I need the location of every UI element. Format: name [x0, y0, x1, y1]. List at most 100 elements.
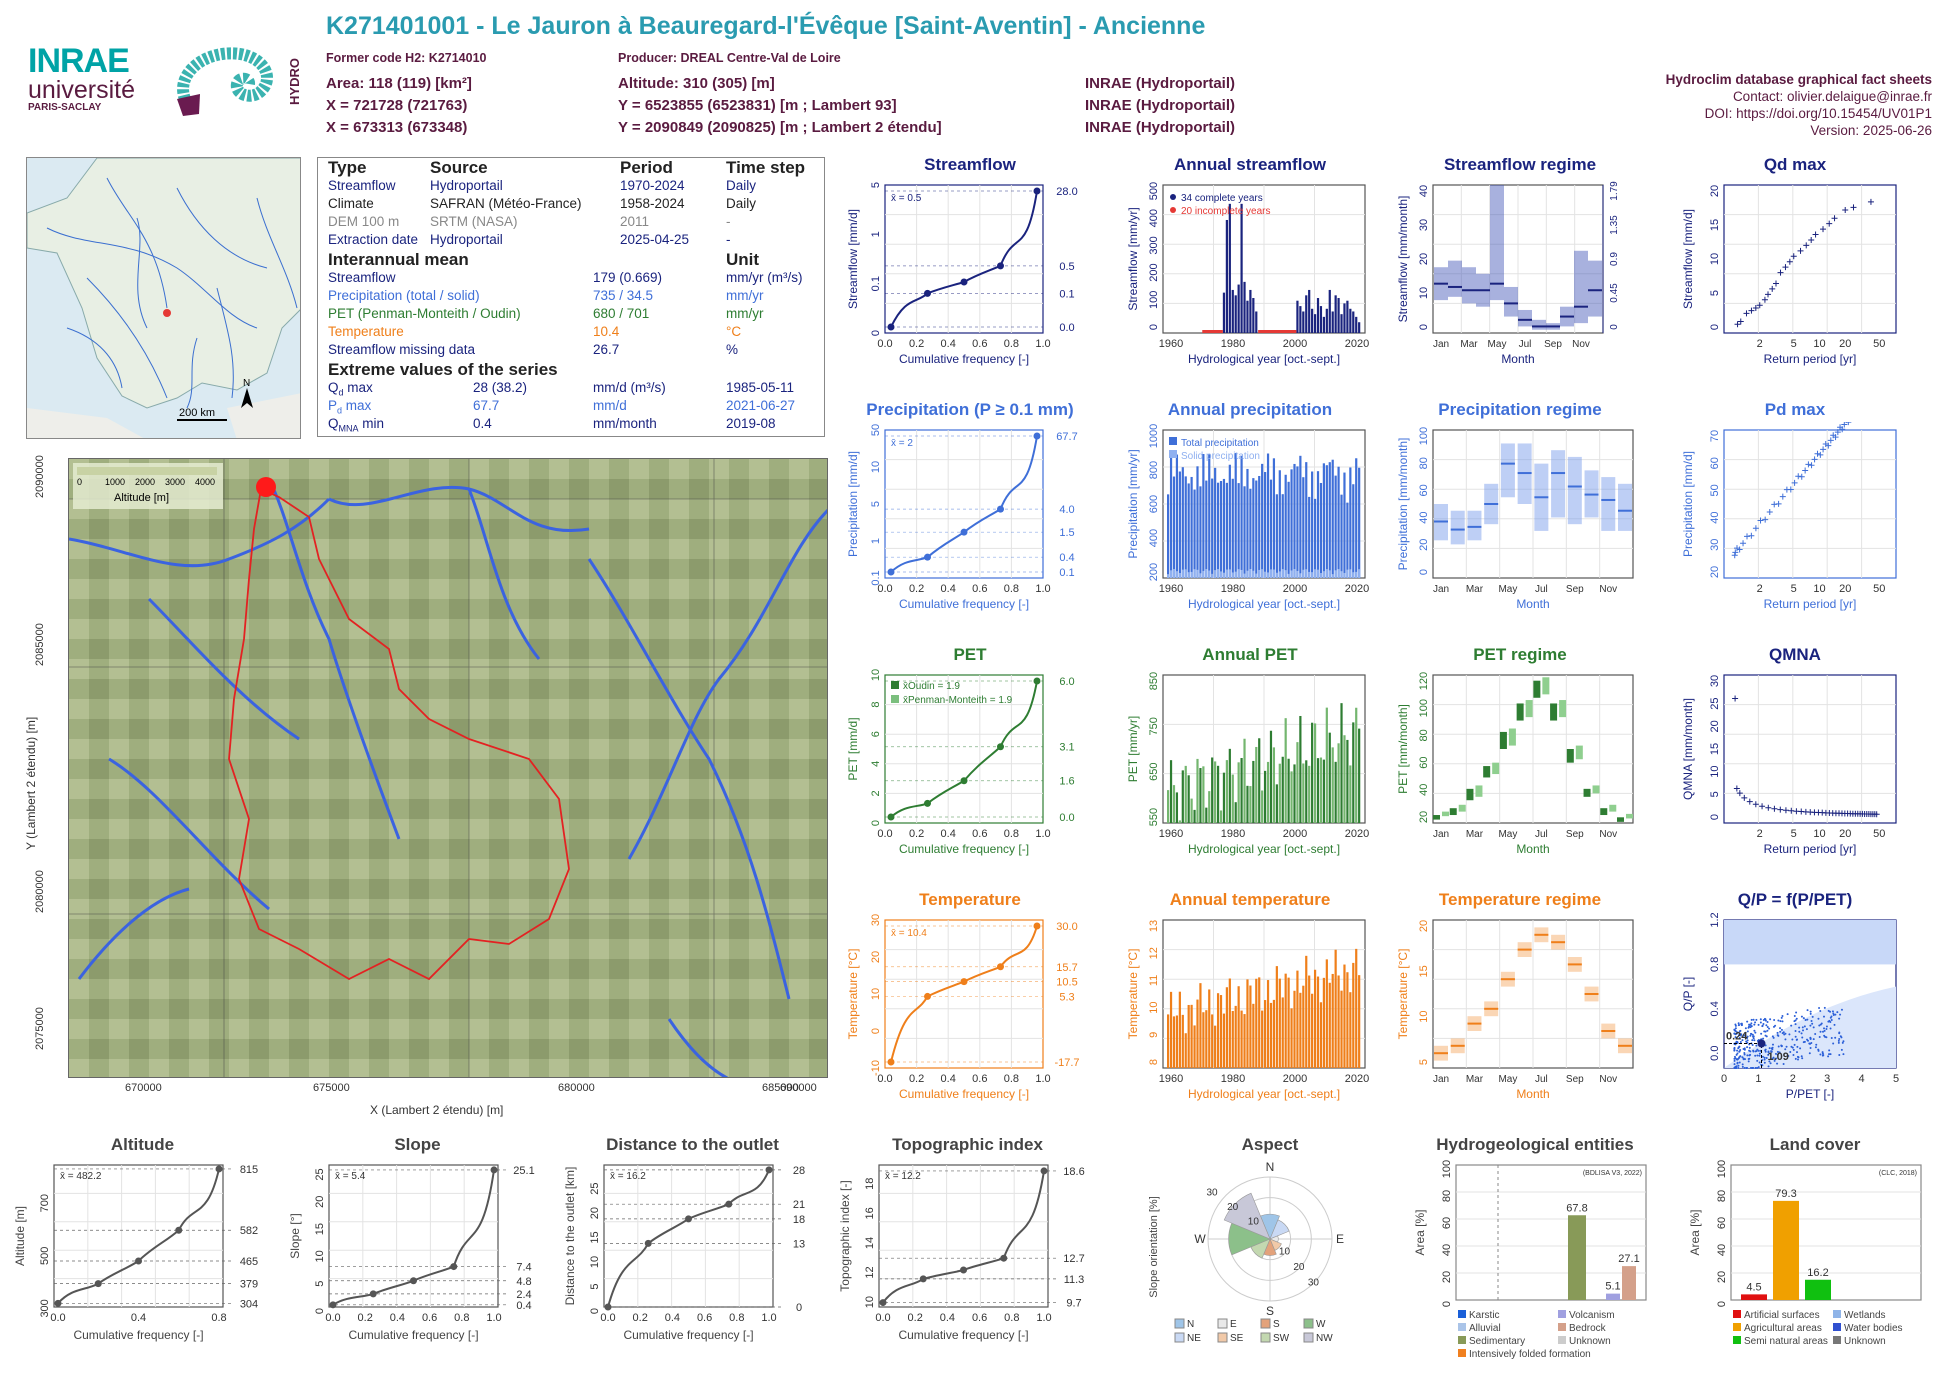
- chart-hydrogeology[interactable]: Hydrogeological entities 0 20 40 60 80 100 Area…: [1410, 1135, 1660, 1375]
- chart-annual_temp[interactable]: Annual temperature 1960 1980 2000 2020 Hydrol…: [1125, 890, 1375, 1110]
- info-source-row-cell: Hydroportail: [430, 178, 503, 193]
- qp-point: [1734, 1036, 1737, 1039]
- chart-pd_max[interactable]: Pd max 2 5 10 20 50 Return period [yr] 20 30 40 50…: [1680, 400, 1910, 620]
- qp-point: [1777, 1019, 1780, 1022]
- y-axis-label: PET [mm/d]: [846, 717, 860, 780]
- extreme-cell: 1985-05-11: [726, 380, 795, 395]
- x-tick: Sep: [1566, 829, 1584, 840]
- x-tick: 0.2: [633, 1312, 648, 1324]
- station-marker[interactable]: [256, 477, 276, 497]
- interannual-cell: °C: [726, 324, 742, 339]
- doi[interactable]: DOI: https://doi.org/10.15454/UV01P1: [1704, 106, 1932, 121]
- legend-label: N: [1187, 1319, 1194, 1330]
- chart-slope[interactable]: Slope 0.0 0.2 0.4 0.6 0.8 1.0 Cumulative freque…: [285, 1135, 550, 1355]
- chart-temp_fdc[interactable]: Temperature 0.0 0.2 0.4 0.6 0.8 1.0 Cumulative …: [845, 890, 1095, 1110]
- chart-land-cover[interactable]: Land cover 0 20 40 60 80 100 Area [%] (CLC, 2018…: [1685, 1135, 1945, 1375]
- legend-tick-3: 3000: [165, 477, 185, 487]
- annual-bar: [1258, 977, 1261, 1068]
- qp-point: [1738, 1037, 1741, 1040]
- y-tick: 30: [1418, 219, 1430, 231]
- hydro-ram-icon: [177, 47, 273, 116]
- chart-qd_max[interactable]: Qd max 2 5 10 20 50 Return period [yr] 0 5 10 15 20…: [1680, 155, 1910, 375]
- y-tick: 60: [1418, 484, 1430, 496]
- x-tick: 0.2: [358, 1312, 373, 1324]
- annual-bar: [1322, 316, 1325, 333]
- solid-precip-bar: [1205, 568, 1208, 578]
- legend-label: Total precipitation: [1181, 438, 1259, 449]
- qp-point: [1811, 1022, 1814, 1025]
- chart-streamflow_fdc[interactable]: Streamflow 0.0 0.2 0.4 0.6 0.8 1.0 Cumulative f…: [845, 155, 1095, 375]
- qp-point: [1808, 1042, 1811, 1045]
- annual-bar: [1216, 765, 1220, 823]
- y-lambert93: Y = 6523855 (6523831) [m ; Lambert 93]: [618, 97, 897, 114]
- bar: [1568, 1215, 1586, 1300]
- qp-point: [1804, 1019, 1807, 1022]
- right-tick: 0: [796, 1302, 802, 1314]
- chart-svg: Jan Mar May Jul Sep Nov Month 0 10 20 30 40 Streamfl…: [1396, 181, 1620, 366]
- plot-frame: [878, 1164, 1049, 1308]
- solid-precip-bar: [1352, 572, 1355, 578]
- fdc-point: [997, 262, 1004, 270]
- interannual-cell: 680 / 701: [593, 306, 650, 321]
- qp-point: [1823, 1027, 1826, 1030]
- qp-point: [1757, 1066, 1760, 1069]
- bar-label: 79.3: [1775, 1188, 1796, 1200]
- chart-precip_fdc[interactable]: Precipitation (P ≥ 0.1 mm) 0.0 0.2 0.4 0.6 0.…: [845, 400, 1095, 620]
- qp-point: [1764, 1030, 1767, 1033]
- qp-point: [1829, 1020, 1832, 1023]
- chart-distance[interactable]: Distance to the outlet 0.0 0.2 0.4 0.6 0.8 1.0…: [560, 1135, 825, 1355]
- y-tick: 100: [1716, 1160, 1728, 1178]
- qp-point: [1775, 1057, 1778, 1060]
- chart-title: Pd max: [1764, 400, 1826, 419]
- info-source-row-cell: Hydroportail: [430, 232, 503, 247]
- chart-annual_pet[interactable]: Annual PET 1960 1980 2000 2020 Hydrological y…: [1125, 645, 1375, 865]
- chart-altitude[interactable]: Altitude 0.0 0.4 0.8 Cumulative frequency [-…: [10, 1135, 275, 1355]
- qp-point: [1757, 1049, 1760, 1052]
- qp-point: [1762, 1037, 1765, 1040]
- chart-svg: 0.0 0.2 0.4 0.6 0.8 1.0 Cumulative frequency […: [846, 182, 1078, 366]
- qp-point: [1749, 1053, 1752, 1056]
- qp-point: [1751, 1039, 1754, 1042]
- chart-pet_regime[interactable]: PET regime Jan Mar May Jul Sep Nov Month 20 40 60 8…: [1395, 645, 1645, 865]
- contact[interactable]: Contact: olivier.delaigue@inrae.fr: [1732, 89, 1932, 104]
- y-tick: 700: [39, 1194, 51, 1212]
- annual-bar: [1190, 1004, 1193, 1068]
- map-xtick: 680000: [558, 1082, 595, 1094]
- annual-bar: [1308, 975, 1311, 1068]
- chart-qp_ppet[interactable]: Q/P = f(P/PET) 0 1 2 3 4 5 P/PET [-] 0.0 0.4 0.8 1.…: [1680, 890, 1910, 1110]
- qp-point: [1734, 1024, 1737, 1027]
- chart-precip_regime[interactable]: Precipitation regime Jan Mar May Jul Sep Nov Mo…: [1395, 400, 1645, 620]
- chart-streamflow_regime[interactable]: Streamflow regime Jan Mar May Jul Sep Nov Month…: [1395, 155, 1645, 375]
- x-tick: 0.4: [941, 1073, 956, 1085]
- chart-annual_streamflow[interactable]: Annual streamflow 1960 1980 2000 2020 Hydrolo…: [1125, 155, 1375, 375]
- qp-point: [1745, 1040, 1748, 1043]
- x-tick: Sep: [1566, 584, 1584, 595]
- chart-annual_precip[interactable]: Annual precipitation 1960 1980 2000 2020 Hydr…: [1125, 400, 1375, 620]
- qp-point: [1819, 1053, 1822, 1056]
- x-tick: 0.6: [972, 1312, 987, 1324]
- return-point: [1827, 437, 1834, 444]
- chart-topo_index[interactable]: Topographic index 0.0 0.2 0.4 0.6 0.8 1.0 Cumul…: [835, 1135, 1100, 1355]
- chart-pet_fdc[interactable]: PET 0.0 0.2 0.4 0.6 0.8 1.0 Cumulative frequenc…: [845, 645, 1095, 865]
- y-tick: 60: [1716, 1217, 1728, 1229]
- chart-aspect[interactable]: Aspect Slope orientation [%] N E S W 10 20 30 10 2…: [1145, 1135, 1395, 1355]
- chart-temp_regime[interactable]: Temperature regime Jan Mar May Jul Sep Nov Mont…: [1395, 890, 1645, 1110]
- y-tick: 40: [1716, 1244, 1728, 1256]
- budyko-zone: [1724, 986, 1896, 1068]
- extremes-header-cell: Extreme values of the series: [328, 360, 558, 379]
- annual-bar: [1340, 703, 1343, 823]
- x-tick: Nov: [1599, 829, 1617, 840]
- interannual-row: Streamflow missing data 26.7%: [328, 342, 818, 360]
- annual-bar: [1296, 300, 1299, 333]
- france-inset-map[interactable]: 200 km N: [26, 157, 301, 439]
- right-tick: 28: [793, 1165, 805, 1177]
- right-tick: 4.8: [516, 1276, 531, 1288]
- qp-point: [1832, 1012, 1835, 1015]
- annual-bar: [1228, 464, 1231, 578]
- qp-point: [1800, 1032, 1803, 1035]
- catchment-map[interactable]: 0 1000 2000 3000 4000 Altitude [m]: [68, 458, 828, 1078]
- solid-precip-bar: [1228, 569, 1231, 578]
- qp-point: [1759, 1018, 1762, 1021]
- chart-qmna[interactable]: QMNA 2 5 10 20 50 Return period [yr] 0 5 10 15 20 25…: [1680, 645, 1910, 865]
- plot-frame: [1723, 429, 1897, 579]
